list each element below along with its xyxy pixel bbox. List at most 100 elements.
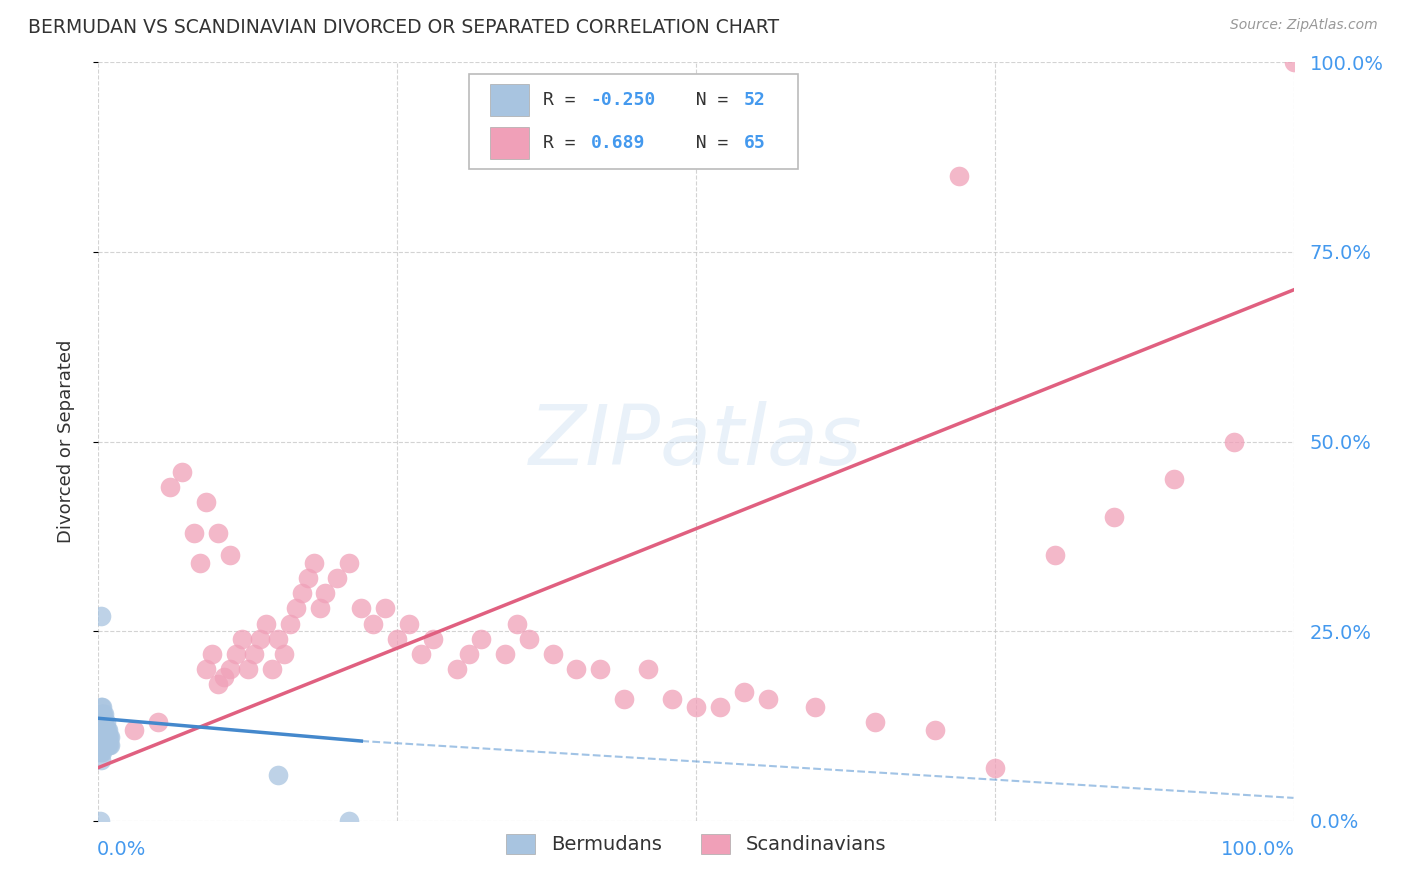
- Point: [91, 730, 114, 744]
- Point: [1043, 548, 1066, 563]
- Point: [90, 699, 112, 714]
- Point: [249, 632, 271, 646]
- Point: [94, 730, 117, 744]
- Point: [90, 753, 112, 767]
- Bar: [491, 84, 529, 116]
- Point: [924, 723, 946, 737]
- Point: [89, 715, 111, 730]
- Point: [90, 746, 112, 760]
- Point: [91, 707, 114, 722]
- Point: [90, 608, 112, 623]
- Legend: Bermudans, Scandinavians: Bermudans, Scandinavians: [496, 824, 896, 864]
- Point: [984, 760, 1007, 774]
- Point: [225, 647, 247, 661]
- Text: N =: N =: [675, 135, 740, 153]
- Point: [219, 662, 242, 676]
- Point: [458, 647, 481, 661]
- Point: [219, 548, 242, 563]
- Point: [278, 616, 301, 631]
- Point: [96, 723, 118, 737]
- Point: [91, 730, 114, 744]
- Text: BERMUDAN VS SCANDINAVIAN DIVORCED OR SEPARATED CORRELATION CHART: BERMUDAN VS SCANDINAVIAN DIVORCED OR SEP…: [28, 18, 779, 37]
- Point: [446, 662, 468, 676]
- Point: [709, 699, 731, 714]
- Point: [91, 738, 114, 752]
- Point: [685, 699, 707, 714]
- Text: -0.250: -0.250: [591, 91, 657, 109]
- Point: [98, 730, 122, 744]
- Point: [326, 571, 349, 585]
- Point: [613, 692, 636, 706]
- Point: [91, 715, 114, 730]
- Point: [159, 480, 181, 494]
- Point: [284, 601, 307, 615]
- Point: [804, 699, 827, 714]
- Point: [207, 677, 229, 691]
- Point: [90, 715, 112, 730]
- Point: [98, 738, 122, 752]
- Point: [302, 556, 325, 570]
- Point: [90, 707, 112, 722]
- Point: [91, 699, 114, 714]
- Point: [97, 730, 120, 744]
- Point: [91, 715, 114, 730]
- Point: [422, 632, 444, 646]
- Point: [865, 715, 887, 730]
- Point: [374, 601, 396, 615]
- FancyBboxPatch shape: [470, 74, 797, 169]
- Text: 65: 65: [744, 135, 765, 153]
- Point: [93, 723, 115, 737]
- Point: [470, 632, 492, 646]
- Point: [89, 730, 111, 744]
- Point: [315, 586, 337, 600]
- Point: [254, 616, 277, 631]
- Point: [948, 169, 970, 184]
- Point: [1163, 473, 1185, 487]
- Point: [98, 730, 121, 744]
- Point: [565, 662, 588, 676]
- Text: R =: R =: [543, 135, 598, 153]
- Point: [297, 571, 319, 585]
- Point: [267, 632, 290, 646]
- Point: [91, 730, 114, 744]
- Point: [97, 738, 120, 752]
- Point: [411, 647, 433, 661]
- Point: [339, 556, 361, 570]
- Point: [148, 715, 170, 730]
- Point: [94, 715, 117, 730]
- Point: [637, 662, 659, 676]
- Text: R =: R =: [543, 91, 586, 109]
- Point: [363, 616, 385, 631]
- Point: [541, 647, 564, 661]
- Point: [96, 730, 118, 744]
- Text: 100.0%: 100.0%: [1220, 839, 1295, 859]
- Point: [93, 738, 115, 752]
- Point: [517, 632, 540, 646]
- Point: [188, 556, 211, 570]
- Point: [201, 647, 224, 661]
- Point: [733, 685, 755, 699]
- Point: [91, 715, 114, 730]
- Point: [195, 495, 218, 509]
- Point: [90, 738, 112, 752]
- Point: [267, 768, 290, 782]
- Point: [91, 730, 114, 744]
- Point: [756, 692, 779, 706]
- Text: 52: 52: [744, 91, 765, 109]
- Point: [98, 738, 121, 752]
- Text: Source: ZipAtlas.com: Source: ZipAtlas.com: [1230, 18, 1378, 32]
- Point: [494, 647, 516, 661]
- Text: N =: N =: [675, 91, 740, 109]
- Point: [91, 723, 114, 737]
- Point: [93, 730, 115, 744]
- Text: 0.0%: 0.0%: [97, 839, 146, 859]
- Point: [94, 738, 117, 752]
- Point: [124, 723, 146, 737]
- Point: [661, 692, 683, 706]
- Point: [1223, 434, 1246, 449]
- Point: [91, 738, 114, 752]
- Point: [260, 662, 283, 676]
- Point: [93, 715, 115, 730]
- Point: [398, 616, 420, 631]
- Point: [183, 525, 205, 540]
